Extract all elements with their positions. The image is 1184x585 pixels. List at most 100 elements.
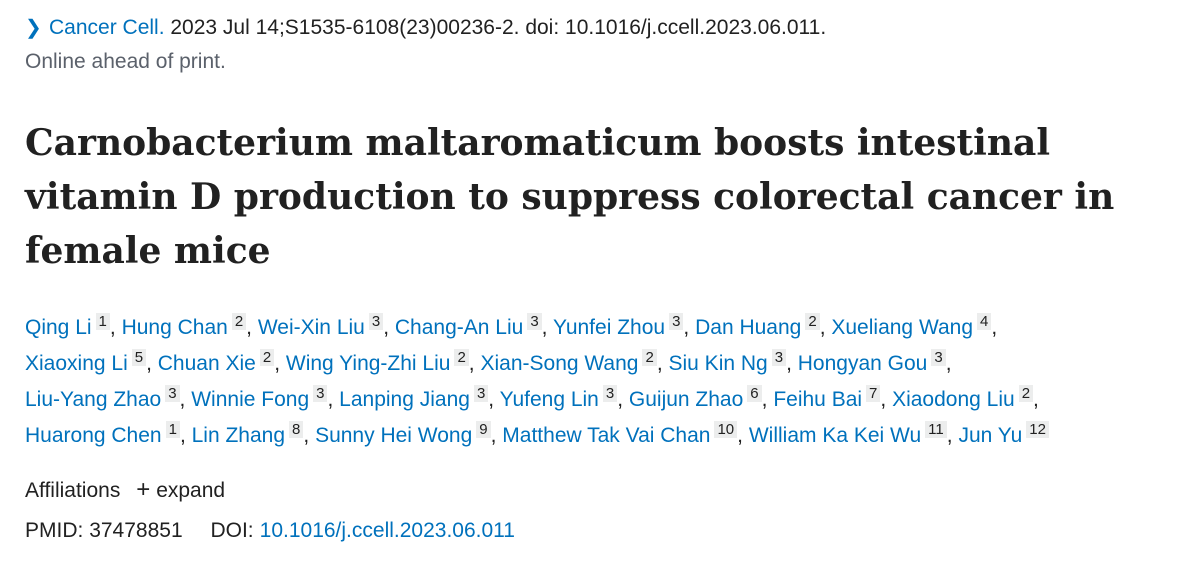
affiliation-number[interactable]: 3 xyxy=(473,385,489,402)
author-item: Wing Ying-Zhi Liu 2, xyxy=(285,349,475,375)
author-name-link[interactable]: Hongyan Gou xyxy=(797,352,928,375)
author-name-link[interactable]: Feihu Bai xyxy=(773,388,863,411)
author-name-link[interactable]: Siu Kin Ng xyxy=(668,352,768,375)
expand-affiliations-button[interactable]: + expand xyxy=(136,476,225,503)
author-separator: , xyxy=(761,388,768,411)
author-separator: , xyxy=(991,316,998,339)
author-name-link[interactable]: Wing Ying-Zhi Liu xyxy=(285,352,451,375)
author-separator: , xyxy=(488,388,495,411)
affiliation-number[interactable]: 1 xyxy=(95,313,110,330)
affiliation-number[interactable]: 12 xyxy=(1026,421,1049,438)
affiliation-number[interactable]: 11 xyxy=(925,421,947,438)
author-name-link[interactable]: Xueliang Wang xyxy=(831,316,974,339)
author-separator: , xyxy=(146,352,152,375)
affiliations-row: Affiliations + expand xyxy=(25,474,1165,507)
affiliation-number[interactable]: 2 xyxy=(231,313,247,330)
citation-line: ❯ Cancer Cell. 2023 Jul 14;S1535-6108(23)… xyxy=(25,12,1165,44)
affiliation-number[interactable]: 3 xyxy=(313,385,328,402)
author-item: Chuan Xie 2, xyxy=(157,349,280,375)
author-name-link[interactable]: Wei-Xin Liu xyxy=(257,316,365,339)
author-item: Yufeng Lin 3, xyxy=(499,385,623,411)
author-name-link[interactable]: Lanping Jiang xyxy=(339,388,470,411)
affiliation-number[interactable]: 2 xyxy=(454,349,469,366)
affiliation-number[interactable]: 3 xyxy=(602,385,618,402)
author-item: Hung Chan 2, xyxy=(121,313,253,339)
author-name-link[interactable]: Matthew Tak Vai Chan xyxy=(502,424,711,447)
affiliation-number[interactable]: 3 xyxy=(165,385,180,402)
chevron-right-icon[interactable]: ❯ xyxy=(25,17,42,39)
author-item: Xueliang Wang 4, xyxy=(831,313,998,339)
affiliation-number[interactable]: 9 xyxy=(476,421,491,438)
author-separator: , xyxy=(945,352,952,375)
author-name-link[interactable]: Winnie Fong xyxy=(191,388,310,411)
author-name-link[interactable]: Xiaodong Liu xyxy=(892,388,1015,411)
affiliation-number[interactable]: 3 xyxy=(527,313,542,330)
affiliation-number[interactable]: 3 xyxy=(669,313,684,330)
doi-link[interactable]: 10.1016/j.ccell.2023.06.011 xyxy=(259,519,515,542)
author-name-link[interactable]: Hung Chan xyxy=(121,316,228,339)
author-name-link[interactable]: Lin Zhang xyxy=(191,424,286,447)
author-item: Hongyan Gou 3, xyxy=(797,349,952,375)
affiliation-number[interactable]: 3 xyxy=(771,349,787,366)
author-item: Huarong Chen 1, xyxy=(25,421,186,447)
affiliation-number[interactable]: 2 xyxy=(642,349,657,366)
author-separator: , xyxy=(683,316,690,339)
author-separator: , xyxy=(880,388,887,411)
affiliation-number[interactable]: 2 xyxy=(805,313,820,330)
affiliation-number[interactable]: 3 xyxy=(368,313,384,330)
affiliations-label: Affiliations xyxy=(25,479,121,502)
author-name-link[interactable]: Jun Yu xyxy=(958,424,1023,447)
author-item: Matthew Tak Vai Chan 10, xyxy=(502,421,743,447)
author-separator: , xyxy=(786,352,792,375)
citation-details: 2023 Jul 14;S1535-6108(23)00236-2. doi: … xyxy=(164,16,827,39)
author-name-link[interactable]: Chuan Xie xyxy=(157,352,256,375)
author-item: Chang-An Liu 3, xyxy=(394,313,548,339)
author-name-link[interactable]: Dan Huang xyxy=(695,316,802,339)
author-name-link[interactable]: Yufeng Lin xyxy=(499,388,599,411)
author-separator: , xyxy=(327,388,334,411)
author-separator: , xyxy=(946,424,953,447)
author-separator: , xyxy=(246,316,253,339)
author-name-link[interactable]: Qing Li xyxy=(25,316,92,339)
journal-link[interactable]: Cancer Cell. xyxy=(49,16,165,39)
author-separator: , xyxy=(109,316,116,339)
affiliation-number[interactable]: 2 xyxy=(259,349,275,366)
affiliation-number[interactable]: 10 xyxy=(714,421,738,438)
author-item: Dan Huang 2, xyxy=(695,313,826,339)
author-name-link[interactable]: Guijun Zhao xyxy=(628,388,744,411)
author-item: Guijun Zhao 6, xyxy=(628,385,768,411)
author-name-link[interactable]: Huarong Chen xyxy=(25,424,162,447)
author-separator: , xyxy=(179,388,186,411)
affiliation-number[interactable]: 1 xyxy=(165,421,180,438)
affiliation-number[interactable]: 2 xyxy=(1018,385,1034,402)
author-name-link[interactable]: Sunny Hei Wong xyxy=(315,424,473,447)
author-name-link[interactable]: Liu-Yang Zhao xyxy=(25,388,162,411)
publication-status: Online ahead of print. xyxy=(25,50,226,73)
author-separator: , xyxy=(737,424,743,447)
affiliation-number[interactable]: 6 xyxy=(747,385,762,402)
author-name-link[interactable]: Xian-Song Wang xyxy=(480,352,639,375)
author-item: Xiaodong Liu 2, xyxy=(892,385,1039,411)
article-header: ❯ Cancer Cell. 2023 Jul 14;S1535-6108(23)… xyxy=(25,12,1165,547)
affiliation-number[interactable]: 5 xyxy=(131,349,147,366)
author-item: Lin Zhang 8, xyxy=(191,421,309,447)
author-item: Wei-Xin Liu 3, xyxy=(257,313,390,339)
pmid-value: 37478851 xyxy=(89,519,183,542)
author-item: William Ka Kei Wu 11, xyxy=(748,421,953,447)
affiliation-number[interactable]: 7 xyxy=(866,385,881,402)
author-item: Xiaoxing Li 5, xyxy=(25,349,152,375)
author-name-link[interactable]: Xiaoxing Li xyxy=(25,352,128,375)
affiliation-number[interactable]: 4 xyxy=(977,313,992,330)
author-name-link[interactable]: William Ka Kei Wu xyxy=(748,424,922,447)
author-item: Feihu Bai 7, xyxy=(773,385,887,411)
author-item: Winnie Fong 3, xyxy=(191,385,334,411)
author-name-link[interactable]: Chang-An Liu xyxy=(394,316,524,339)
article-title: Carnobacterium maltaromaticum boosts int… xyxy=(25,122,1115,272)
author-separator: , xyxy=(383,316,390,339)
author-name-link[interactable]: Yunfei Zhou xyxy=(552,316,666,339)
author-separator: , xyxy=(468,352,475,375)
affiliation-number[interactable]: 8 xyxy=(289,421,304,438)
author-item: Liu-Yang Zhao 3, xyxy=(25,385,186,411)
affiliation-number[interactable]: 3 xyxy=(931,349,946,366)
author-item: Yunfei Zhou 3, xyxy=(552,313,690,339)
